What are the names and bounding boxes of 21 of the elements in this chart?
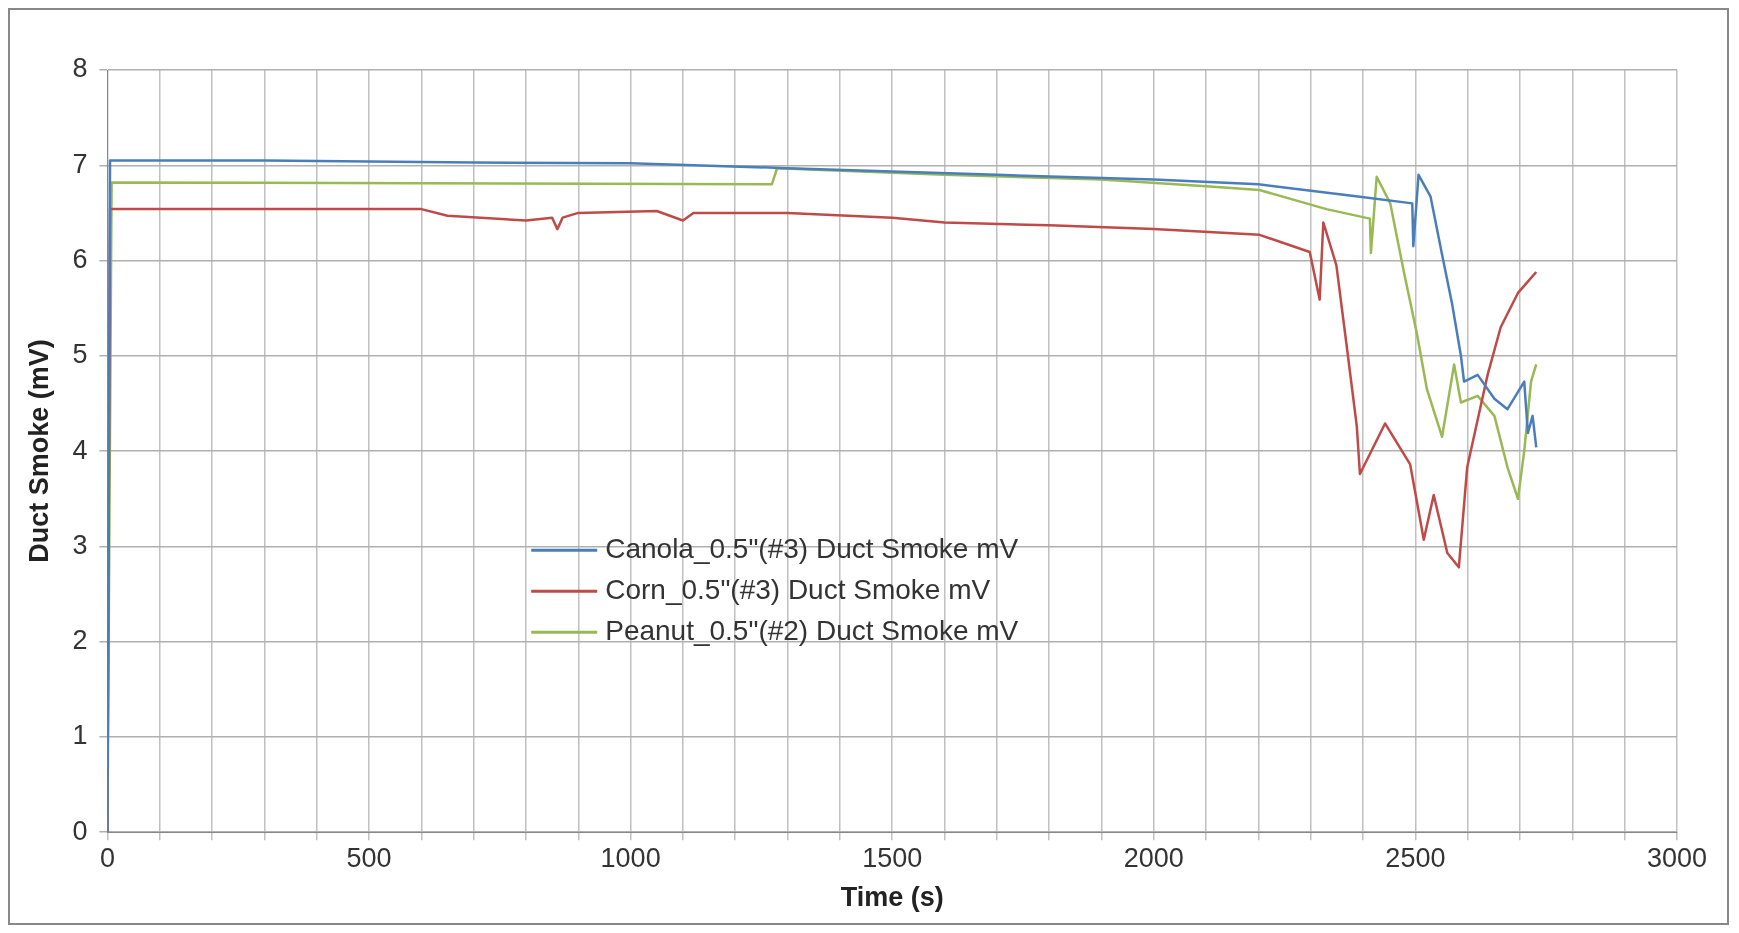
x-tick-label: 1000 — [600, 842, 661, 873]
legend-label: Canola_0.5"(#3) Duct Smoke mV — [605, 532, 1019, 564]
y-tick-label: 3 — [72, 529, 88, 560]
y-tick-label: 8 — [72, 53, 88, 84]
y-tick-label: 1 — [72, 720, 88, 751]
y-tick-label: 6 — [72, 244, 88, 274]
y-tick-label: 4 — [72, 434, 88, 465]
y-tick-label: 0 — [72, 815, 88, 846]
x-tick-label: 2000 — [1123, 842, 1184, 873]
x-tick-label: 500 — [346, 842, 392, 873]
legend-label: Peanut_0.5"(#2) Duct Smoke mV — [605, 614, 1019, 646]
y-axis-title: Duct Smoke (mV) — [23, 339, 54, 563]
y-tick-label: 2 — [72, 625, 88, 656]
x-tick-label: 1500 — [862, 842, 923, 873]
legend-label: Corn_0.5"(#3) Duct Smoke mV — [605, 573, 991, 605]
y-tick-label: 7 — [72, 148, 88, 179]
x-axis-title: Time (s) — [840, 882, 944, 913]
x-tick-label: 2500 — [1385, 842, 1446, 873]
x-tick-label: 3000 — [1646, 842, 1708, 873]
x-tick-label: 0 — [99, 842, 115, 873]
y-tick-label: 5 — [72, 339, 88, 370]
